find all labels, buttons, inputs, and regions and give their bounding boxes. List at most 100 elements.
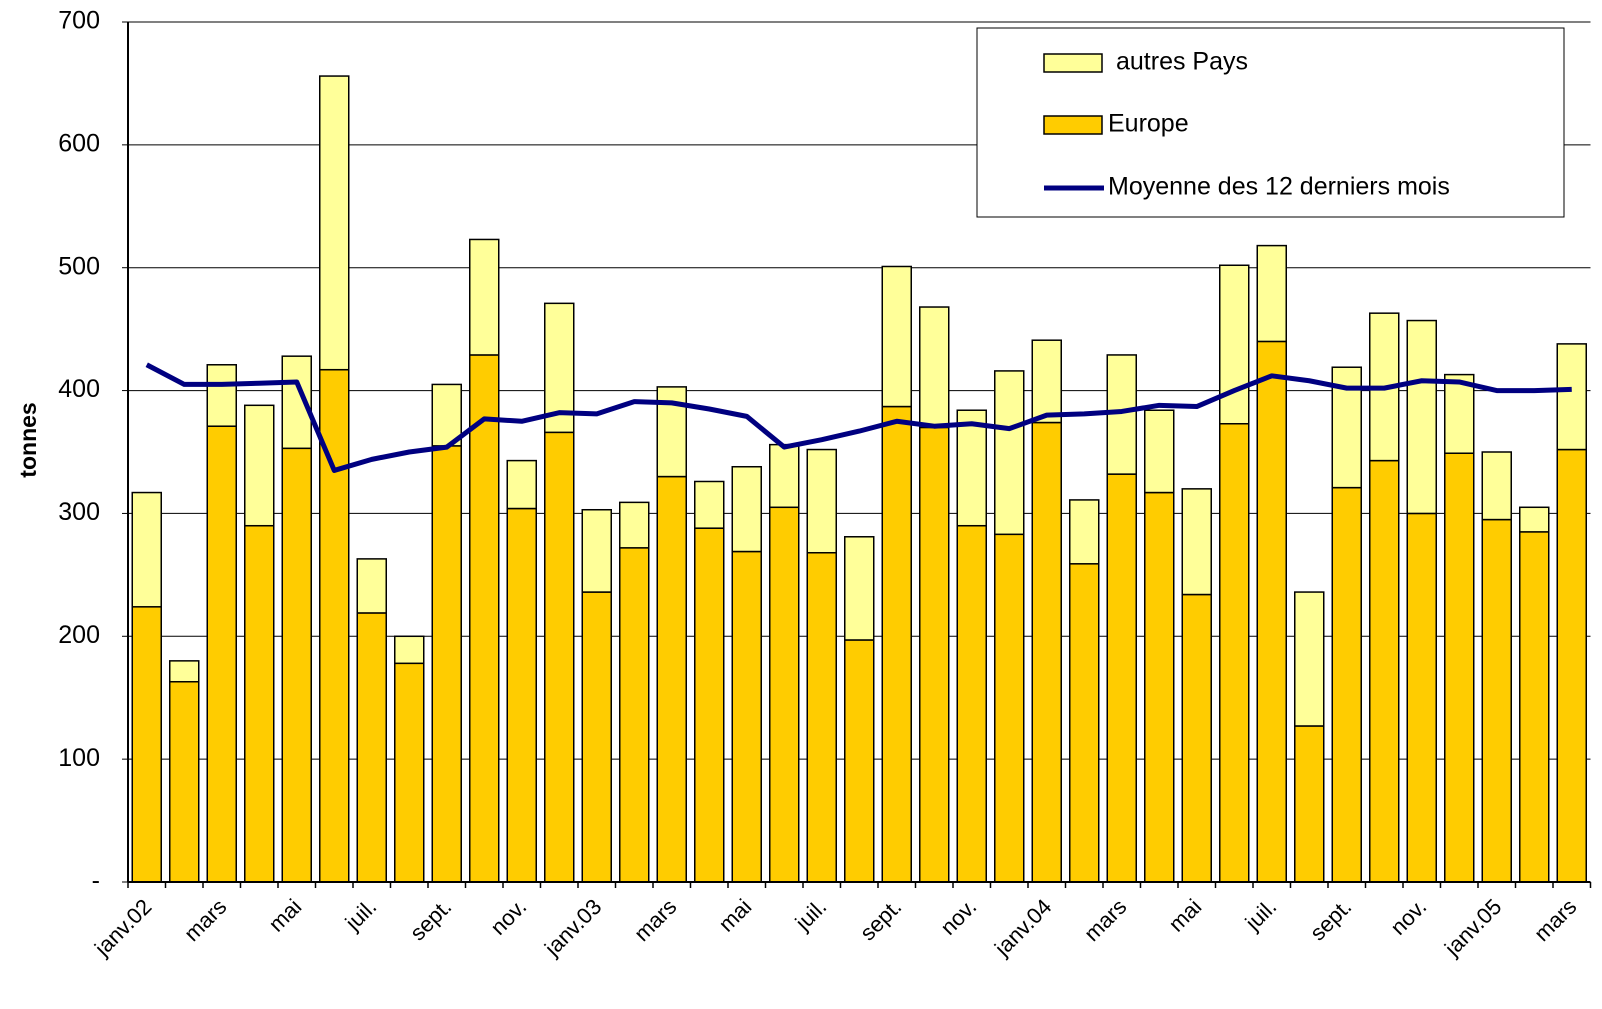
bar-segment [431, 383, 462, 447]
y-tick-label: 400 [58, 375, 100, 403]
legend-label: Europe [1108, 110, 1189, 138]
bar-segment [1031, 339, 1062, 424]
x-tick-label: janv.05 [1439, 894, 1506, 961]
bar-segment [806, 551, 837, 883]
y-tick-label: 200 [58, 621, 100, 649]
bar-segment [769, 443, 800, 509]
x-tick-label: mars [629, 894, 681, 946]
bar-segment [244, 524, 275, 883]
bar-segment [769, 506, 800, 883]
bar-segment [581, 508, 612, 593]
bar-segment [731, 550, 762, 883]
bar-segment [206, 425, 237, 883]
bar-segment [1219, 422, 1250, 883]
bar-segment [956, 409, 987, 527]
bar-segment [844, 536, 875, 641]
bar-segment [544, 431, 575, 883]
legend-label: autres Pays [1116, 48, 1248, 76]
bar-segment [956, 524, 987, 883]
bar-segment [319, 75, 350, 371]
bar-segment [619, 547, 650, 883]
x-tick-label: mai [1164, 894, 1207, 937]
x-tick-label: sept. [405, 894, 456, 945]
x-tick-label: janv.03 [539, 894, 606, 961]
x-tick-label: mars [1079, 894, 1131, 946]
bar-segment [1519, 531, 1550, 883]
bar-segment [394, 635, 425, 665]
legend-label: Moyenne des 12 derniers mois [1108, 173, 1450, 201]
bar-segment [469, 354, 500, 883]
bar-segment [731, 465, 762, 553]
bar-segment [1106, 473, 1137, 883]
bar-segment [1444, 452, 1475, 883]
legend: autres Pays Europe Moyenne des 12 derniers… [976, 27, 1565, 218]
bar-segment [994, 370, 1025, 536]
y-tick-label: 100 [58, 744, 100, 772]
x-tick-label: mars [179, 894, 231, 946]
bar-segment [131, 606, 162, 883]
x-tick-label: janv.04 [989, 894, 1056, 961]
x-tick-label: nov. [1385, 894, 1431, 940]
y-axis-title: tonnes [15, 402, 41, 477]
x-tick-label: juil. [340, 894, 382, 936]
bar-segment [919, 426, 950, 883]
bar-segment [1106, 354, 1137, 475]
x-tick-label: mai [714, 894, 757, 937]
bar-segment [469, 238, 500, 356]
y-tick-label: - [92, 867, 100, 895]
bar-segment [169, 680, 200, 883]
bar-segment [694, 480, 725, 529]
x-tick-label: nov. [935, 894, 981, 940]
y-tick-label: 300 [58, 498, 100, 526]
bar-segment [356, 558, 387, 614]
bar-segment [919, 306, 950, 429]
bar-segment [244, 404, 275, 527]
bar-segment [506, 507, 537, 883]
y-tick-label: 600 [58, 129, 100, 157]
x-tick-label: mai [264, 894, 307, 937]
legend-swatch [1043, 53, 1103, 73]
average-line [145, 362, 1572, 473]
bar-segment [1369, 459, 1400, 883]
bar-segment [1144, 491, 1175, 883]
bar-segment [1556, 343, 1587, 451]
bar-segment [1406, 512, 1437, 883]
bar-segment [1481, 518, 1512, 883]
bar-segment [1256, 244, 1287, 343]
x-tick-label: janv.02 [89, 894, 156, 961]
bar-segment [656, 475, 687, 883]
y-tick-label: 500 [58, 252, 100, 280]
x-tick-label: sept. [855, 894, 906, 945]
bar-segment [1144, 409, 1175, 494]
y-tick-label: 700 [58, 7, 100, 35]
bar-segment [619, 501, 650, 549]
bar-segment [1444, 373, 1475, 454]
legend-swatch [1043, 115, 1103, 135]
bar-segment [844, 639, 875, 883]
bar-segment [356, 612, 387, 883]
bar-segment [1481, 451, 1512, 521]
bar-segment [506, 459, 537, 510]
bar-segment [1181, 488, 1212, 596]
bar-segment [1294, 591, 1325, 727]
x-tick-label: juil. [790, 894, 832, 936]
bar-segment [1331, 486, 1362, 883]
x-tick-label: nov. [485, 894, 531, 940]
bar-segment [169, 660, 200, 683]
bar-segment [581, 591, 612, 883]
bar-segment [131, 491, 162, 608]
bar-segment [1031, 421, 1062, 883]
bar-segment [994, 533, 1025, 883]
bar-segment [281, 447, 312, 883]
bar-segment [806, 448, 837, 554]
bar-segment [1294, 725, 1325, 883]
bar-segment [1256, 340, 1287, 883]
bar-segment [1181, 593, 1212, 883]
bar-segment [881, 405, 912, 883]
bar-segment [881, 265, 912, 408]
bar-segment [1069, 499, 1100, 565]
x-tick-label: sept. [1305, 894, 1356, 945]
bar-segment [394, 662, 425, 883]
x-tick-label: mars [1529, 894, 1581, 946]
